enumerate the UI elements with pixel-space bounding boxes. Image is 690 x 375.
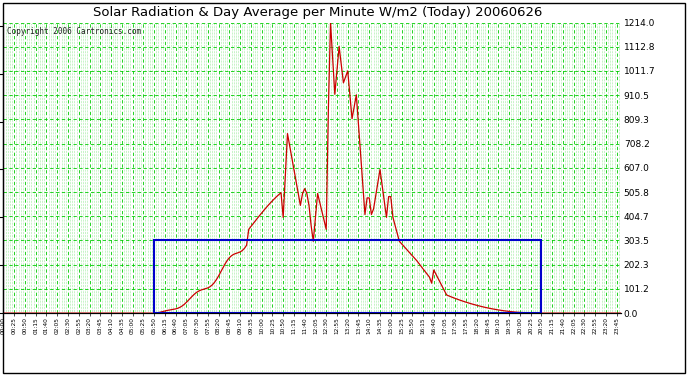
Bar — [154, 240, 542, 313]
Text: Copyright 2006 Cartronics.com: Copyright 2006 Cartronics.com — [6, 27, 141, 36]
Text: Solar Radiation & Day Average per Minute W/m2 (Today) 20060626: Solar Radiation & Day Average per Minute… — [92, 6, 542, 19]
